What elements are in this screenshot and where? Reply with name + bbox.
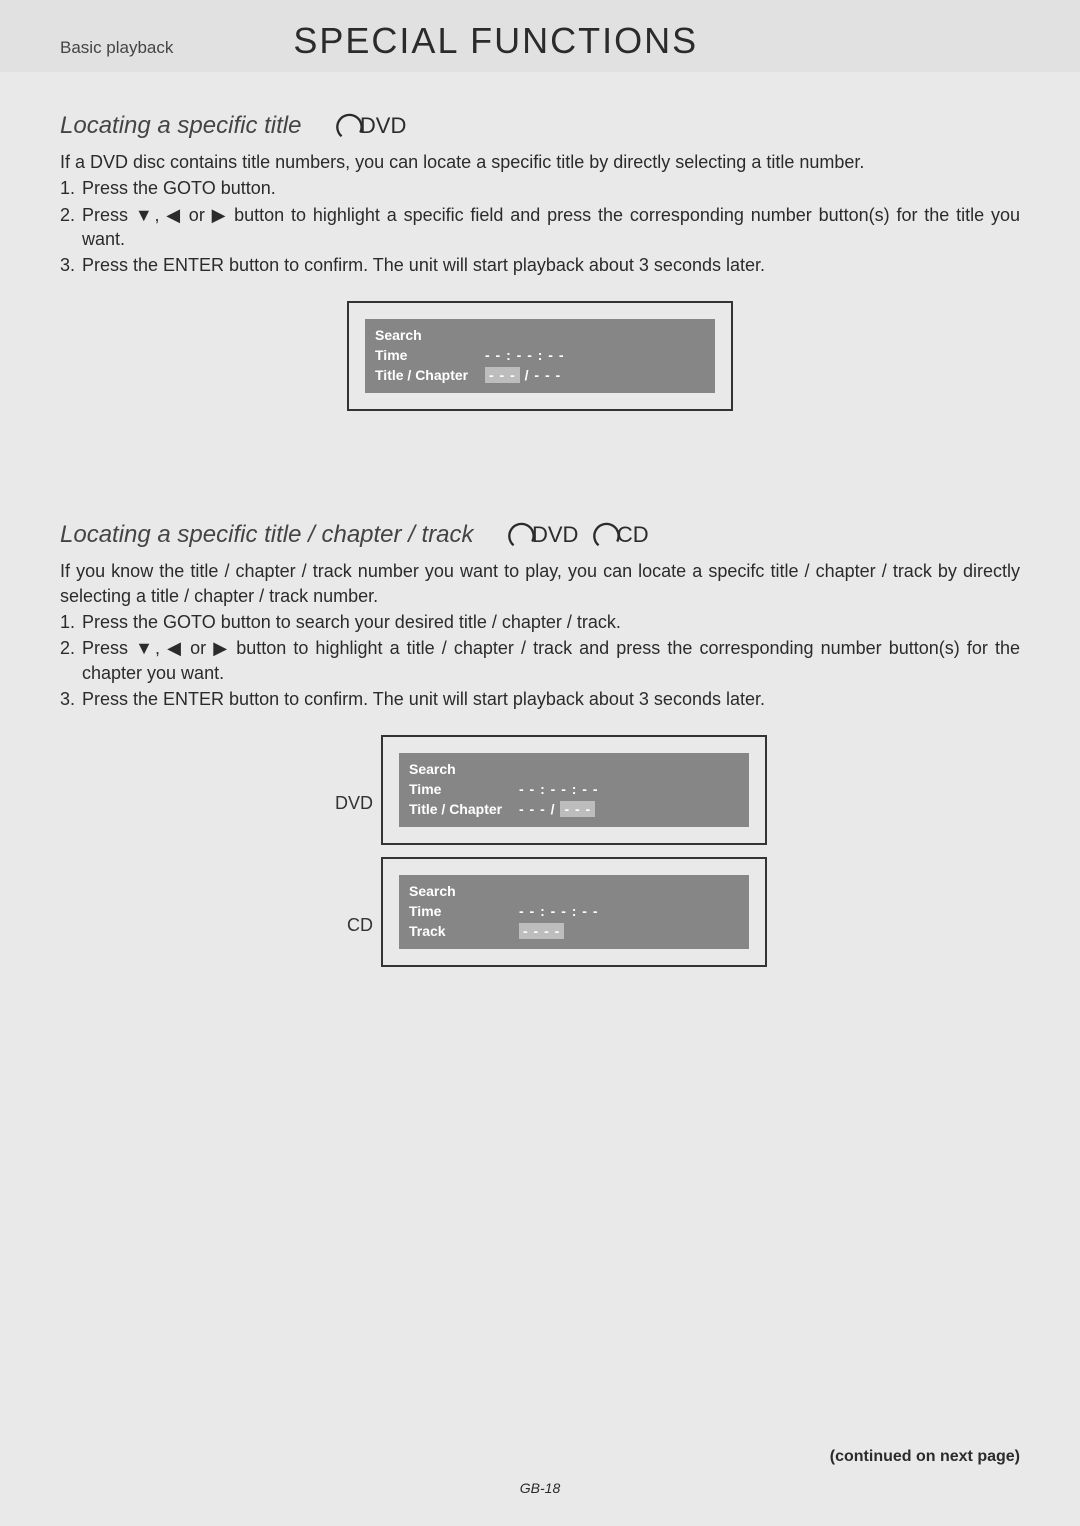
osd-frame: Search Time - - : - - : - - Title / Chap… [383,735,767,845]
osd-track-label: Track [409,923,519,939]
section-heading: Locating a specific title / chapter / tr… [60,521,474,549]
step: 2. Press ▼, ◀ or ▶ button to highlight a… [60,203,1020,252]
step: 3. Press the ENTER button to confirm. Th… [60,687,1020,711]
section-heading: Locating a specific title [60,112,301,140]
step-number: 3. [60,253,82,277]
step-text: Press the GOTO button to search your des… [82,610,1020,634]
step-number: 1. [60,610,82,634]
osd-tc-label: Title / Chapter [409,801,519,817]
osd-time-value: - - : - - : - - [519,781,599,797]
step-text: Press ▼, ◀ or ▶ button to highlight a ti… [82,636,1020,685]
osd-tc-value: - - - / - - - [485,367,561,383]
osd-frame: Search Time - - : - - : - - Track - - - … [383,857,767,967]
step-text: Press the ENTER button to confirm. The u… [82,253,1020,277]
page: Basic playback SPECIAL FUNCTIONS Locatin… [0,0,1080,1526]
osd-search-box: Search Time - - : - - : - - Title / Chap… [60,301,1020,411]
step-number: 2. [60,636,82,685]
step: 2. Press ▼, ◀ or ▶ button to highlight a… [60,636,1020,685]
osd-side-label: CD [313,857,383,967]
step-number: 1. [60,176,82,200]
osd-tc-pre: - - - / [519,801,560,817]
disc-badge-dvd: DVD [508,521,578,549]
osd-tc-rest: / - - - [520,367,561,383]
osd-title-row: Search [375,325,705,345]
step-text: Press ▼, ◀ or ▶ button to highlight a sp… [82,203,1020,252]
step-number: 2. [60,203,82,252]
osd-unit-cd: CD Search Time - - : - - : - - Track [313,857,767,967]
osd-time-row: Time - - : - - : - - [375,345,705,365]
osd-title: Search [375,327,422,343]
osd-time-value: - - : - - : - - [519,903,599,919]
osd-time-label: Time [409,781,519,797]
osd-track-row: Track - - - - [409,921,739,941]
osd-title: Search [409,883,456,899]
step-text: Press the GOTO button. [82,176,1020,200]
osd-time-label: Time [375,347,485,363]
osd-side-label: DVD [313,735,383,845]
osd-panel: Search Time - - : - - : - - Track - - - … [399,875,749,949]
osd-unit-dvd: DVD Search Time - - : - - : - - Title [313,735,767,845]
osd-title-row: Search [409,881,739,901]
osd-panel: Search Time - - : - - : - - Title / Chap… [365,319,715,393]
osd-tc-highlight: - - - [485,367,520,383]
continued-note: (continued on next page) [830,1448,1020,1466]
osd-time-label: Time [409,903,519,919]
step-text: Press the ENTER button to confirm. The u… [82,687,1020,711]
osd-track-value: - - - - [519,923,564,939]
disc-badge-dvd: DVD [336,112,406,140]
osd-tc-label: Title / Chapter [375,367,485,383]
osd-panel: Search Time - - : - - : - - Title / Chap… [399,753,749,827]
osd-frame: Search Time - - : - - : - - Title / Chap… [347,301,733,411]
osd-title-chapter-row: Title / Chapter - - - / - - - [375,365,705,385]
osd-time-row: Time - - : - - : - - [409,901,739,921]
disc-badge-label: CD [617,522,649,548]
osd-title-row: Search [409,759,739,779]
page-number: GB-18 [0,1480,1080,1496]
disc-badge-label: DVD [360,113,406,139]
content: Locating a specific title DVD If a DVD d… [0,72,1080,967]
section1-intro: If a DVD disc contains title numbers, yo… [60,150,1020,174]
osd-tc-highlight: - - - [560,801,595,817]
disc-badge-label: DVD [532,522,578,548]
osd-title-chapter-row: Title / Chapter - - - / - - - [409,799,739,819]
step-number: 3. [60,687,82,711]
disc-badge-cd: CD [593,521,649,549]
osd-time-row: Time - - : - - : - - [409,779,739,799]
osd-track-highlight: - - - - [519,923,564,939]
section2-intro: If you know the title / chapter / track … [60,559,1020,608]
step: 1. Press the GOTO button to search your … [60,610,1020,634]
category-label: Basic playback [60,38,173,58]
page-title: SPECIAL FUNCTIONS [293,20,698,62]
step: 1. Press the GOTO button. [60,176,1020,200]
osd-time-value: - - : - - : - - [485,347,565,363]
step: 3. Press the ENTER button to confirm. Th… [60,253,1020,277]
osd-tc-value: - - - / - - - [519,801,595,817]
osd-stack: DVD Search Time - - : - - : - - Title [60,735,1020,967]
section-locating-title: Locating a specific title DVD If a DVD d… [60,112,1020,411]
section-locating-title-chapter-track: Locating a specific title / chapter / tr… [60,521,1020,967]
header-band: Basic playback SPECIAL FUNCTIONS [0,0,1080,72]
osd-title: Search [409,761,456,777]
